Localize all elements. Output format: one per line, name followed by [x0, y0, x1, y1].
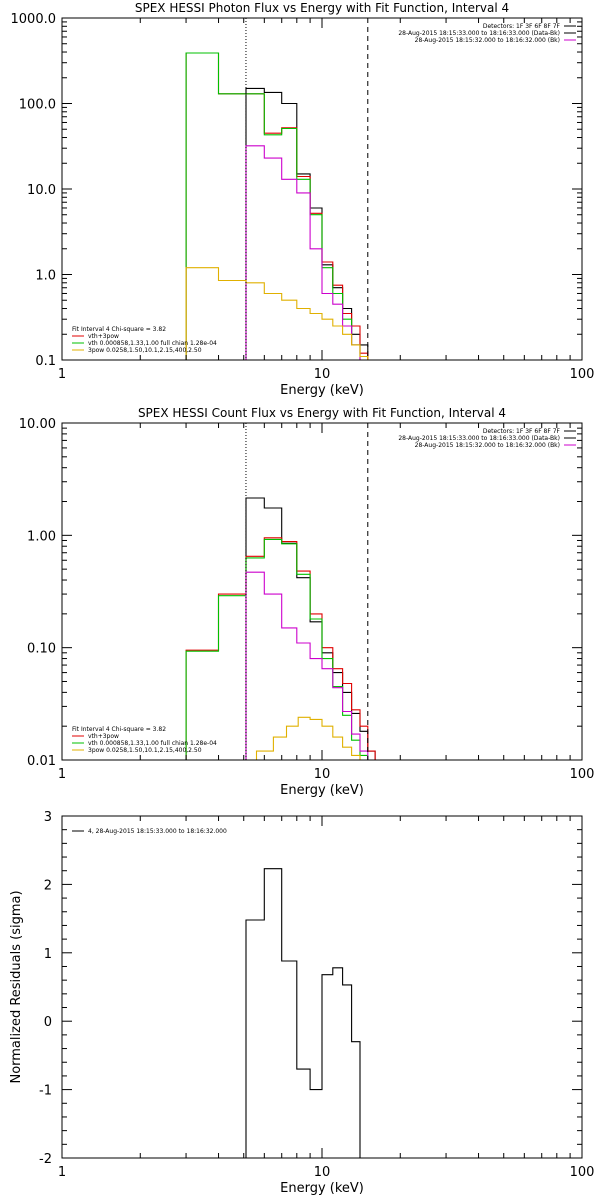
y-tick-label: 1000.0: [11, 12, 57, 27]
legend-title: Fit Interval 4 Chi-square = 3.82: [72, 326, 166, 333]
header-line-1: 28-Aug-2015 18:15:33.000 to 18:16:33.000…: [398, 435, 560, 442]
photon-flux-panel: SPEX HESSI Photon Flux vs Energy with Fi…: [11, 1, 595, 398]
legend-entry: vth 0.000858,1.33,1.00 full chian 1.28e-…: [88, 340, 217, 347]
y-tick-label: 2: [44, 878, 52, 893]
series-2-step-line: [185, 52, 369, 360]
y-tick-label: 100.0: [19, 98, 56, 113]
y-tick-label: 3: [44, 810, 52, 825]
series-0-step-line: [245, 868, 361, 1158]
x-tick-label: 1: [58, 367, 66, 382]
count-flux-panel: SPEX HESSI Count Flux vs Energy with Fit…: [19, 406, 595, 798]
plot-frame: [61, 17, 583, 361]
legend-entry: 4, 28-Aug-2015 18:15:33.000 to 18:16:32.…: [88, 828, 227, 835]
plot-frame: [61, 422, 583, 761]
series-4-step-line: [255, 716, 361, 760]
y-tick-label: 1: [44, 947, 52, 962]
x-axis-label: Energy (keV): [280, 1181, 364, 1196]
x-tick-label: 10: [314, 1165, 331, 1180]
y-tick-label: -1: [39, 1084, 52, 1099]
y-axis-label: Normalized Residuals (sigma): [9, 890, 24, 1083]
legend-entry: 3pow 0.0258,1.50,10.1,2.15,400,2.50: [88, 347, 202, 354]
x-tick-label: 100: [570, 1165, 595, 1180]
x-tick-label: 100: [570, 767, 595, 782]
legend-entry: vth 0.000858,1.33,1.00 full chian 1.28e-…: [88, 740, 217, 747]
y-tick-label: 10.00: [19, 417, 56, 432]
y-tick-label: 1.0: [35, 269, 56, 284]
series-2-step-line: [185, 538, 376, 760]
header-line-1: 28-Aug-2015 18:15:33.000 to 18:16:33.000…: [398, 30, 560, 37]
y-tick-label: 1.00: [27, 529, 56, 544]
series-1-step-line: [185, 52, 369, 360]
legend-entry: vth+3pow: [88, 333, 119, 340]
series-0-step-line: [245, 497, 376, 760]
x-tick-label: 1: [58, 767, 66, 782]
legend-entry: 3pow 0.0258,1.50,10.1,2.15,400,2.50: [88, 747, 202, 754]
legend-title: Fit Interval 4 Chi-square = 3.82: [72, 726, 166, 733]
header-line-0: Detectors: 1F 3F 6F 8F 7F: [483, 23, 561, 30]
x-axis-label: Energy (keV): [280, 783, 364, 798]
y-tick-label: 0.01: [27, 754, 56, 769]
y-tick-label: 0.10: [27, 642, 56, 657]
x-tick-label: 10: [314, 767, 331, 782]
y-tick-label: 0.1: [35, 354, 56, 369]
chart-title: SPEX HESSI Count Flux vs Energy with Fit…: [138, 406, 506, 420]
header-line-0: Detectors: 1F 3F 6F 8F 7F: [483, 428, 561, 435]
y-tick-label: -2: [39, 1152, 52, 1167]
residuals-panel: 1 10 100 -2 -1 0 1 2 3 Energy (keV) Normalized Res…: [9, 810, 594, 1196]
series-4-step-line: [185, 267, 369, 360]
x-tick-label: 100: [570, 367, 595, 382]
chart-title: SPEX HESSI Photon Flux vs Energy with Fi…: [135, 1, 509, 15]
x-axis-label: Energy (keV): [280, 383, 364, 398]
y-tick-label: 10.0: [27, 183, 56, 198]
x-tick-label: 1: [58, 1165, 66, 1180]
series-3-step-line: [245, 571, 376, 760]
y-tick-label: 0: [44, 1015, 52, 1030]
header-line-2: 28-Aug-2015 18:15:32.000 to 18:16:32.000…: [415, 37, 560, 44]
header-line-2: 28-Aug-2015 18:15:32.000 to 18:16:32.000…: [415, 442, 560, 449]
x-tick-label: 10: [314, 367, 331, 382]
legend-entry: vth+3pow: [88, 733, 119, 740]
series-3-step-line: [245, 145, 369, 360]
